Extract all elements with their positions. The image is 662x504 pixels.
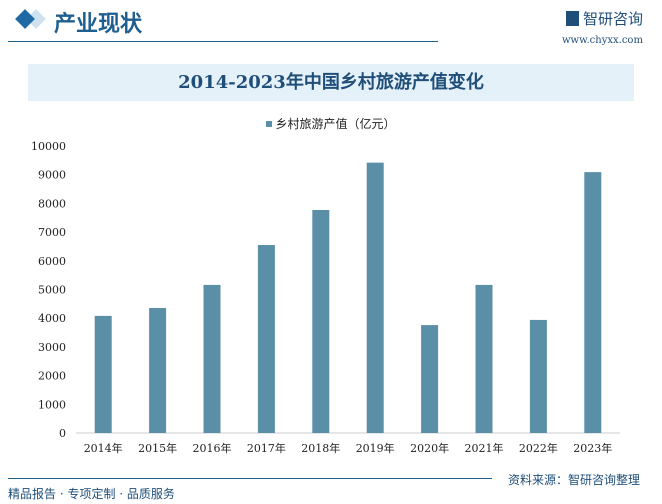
bar-2021年 — [475, 284, 493, 433]
y-tick-label: 1000 — [38, 398, 66, 411]
legend-label: 乡村旅游产值（亿元） — [275, 117, 396, 131]
x-tick-label: 2016年 — [193, 441, 232, 455]
x-tick-label: 2023年 — [573, 441, 612, 455]
bar-2014年 — [94, 315, 112, 433]
logo-icon — [566, 11, 579, 26]
x-tick-label: 2015年 — [138, 441, 177, 455]
section-title: 产业现状 — [54, 12, 143, 37]
bar-2023年 — [584, 172, 602, 433]
y-tick-label: 9000 — [38, 169, 66, 182]
x-tick-label: 2018年 — [301, 441, 340, 455]
legend-swatch — [266, 121, 273, 127]
bar-2017年 — [257, 245, 275, 433]
x-tick-label: 2021年 — [465, 441, 504, 455]
bar-2020年 — [421, 325, 439, 433]
footer-slogan: 精品报告 · 专项定制 · 品质服务 — [8, 487, 175, 501]
y-tick-label: 6000 — [38, 255, 66, 268]
x-tick-label: 2019年 — [356, 441, 395, 455]
website-url: www.chyxx.com — [562, 35, 643, 46]
x-tick-label: 2022年 — [519, 441, 558, 455]
y-tick-label: 10000 — [31, 140, 66, 153]
y-tick-label: 0 — [59, 427, 66, 440]
header-divider — [8, 41, 438, 42]
y-tick-label: 4000 — [38, 312, 66, 325]
y-tick-label: 5000 — [38, 284, 66, 297]
bar-2022年 — [529, 319, 547, 433]
chart-title: 2014-2023年中国乡村旅游产值变化 — [28, 64, 634, 101]
bar-2019年 — [366, 162, 384, 433]
logo-text: 智研咨询 — [583, 10, 644, 28]
y-tick-label: 2000 — [38, 370, 66, 383]
bar-2015年 — [149, 308, 167, 433]
y-tick-label: 8000 — [38, 197, 66, 210]
bar-2018年 — [312, 210, 330, 433]
x-tick-label: 2020年 — [410, 441, 449, 455]
bar-2016年 — [203, 284, 221, 433]
y-tick-label: 3000 — [38, 341, 66, 354]
x-tick-label: 2017年 — [247, 441, 286, 455]
source-note: 资料来源：智研咨询整理 — [508, 473, 641, 487]
legend: 乡村旅游产值（亿元） — [0, 115, 662, 132]
y-tick-label: 7000 — [38, 226, 66, 239]
logo: 智研咨询 — [566, 8, 643, 29]
footer-divider — [8, 478, 492, 479]
x-tick-label: 2014年 — [84, 441, 123, 455]
